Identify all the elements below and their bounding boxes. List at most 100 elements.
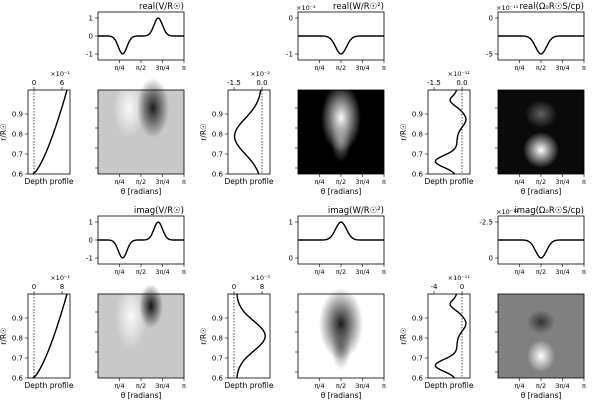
line-plot-series [98, 17, 184, 55]
depth-profile-multiplier: ×10⁻¹¹ [448, 70, 471, 78]
line-plot-title: imag(Ω₀R☉S/cp) [514, 206, 584, 216]
depth-profile-frame [427, 89, 471, 175]
depth-profile-multiplier: ×10⁻² [250, 70, 270, 78]
line-plot-title: imag(V/R☉) [134, 206, 184, 216]
depth-profile-ytick-label: 0.8 [12, 131, 23, 139]
line-plot-xtick-label: π/2 [336, 64, 346, 72]
depth-profile-ylabel: r/R☉ [0, 327, 8, 345]
heatmap-xtick-label: π/4 [514, 382, 524, 390]
line-plot: imag(Ω₀R☉S/cp)×10⁻¹¹-2.5 0 π/4 π/2 3π/4 π [479, 206, 586, 276]
heatmap-dark-blob [527, 310, 555, 334]
heatmap-dark-tail [331, 322, 351, 370]
heatmap-bright-blob [527, 340, 555, 372]
heatmap-xtick-label: π [582, 178, 586, 186]
depth-profile-ylabel: r/R☉ [399, 123, 408, 141]
line-plot-series [298, 221, 384, 241]
heatmap-xtick-label: π [182, 178, 186, 186]
line-plot: real(V/R☉) 1 0 -1 π/4 π/2 3π/4 π [86, 2, 186, 72]
line-plot-xtick-label: 3π/4 [555, 268, 569, 276]
depth-profile: ×10⁻¹¹ -1.5 0.0 0.6 0.7 0.8 0.9 r/R☉ Depth profi… [399, 70, 474, 186]
depth-profile-xtick-label: 0.0 [456, 79, 467, 87]
heatmap-xtick-label: 3π/4 [155, 178, 169, 186]
panel-group-1: real(V/R☉) 1 0 -1 π/4 π/2 3π/4 π ×10⁻¹ 0 6 0.6 0.7 0.… [0, 2, 186, 196]
depth-profile-ytick-label: 0.9 [212, 315, 223, 323]
depth-profile-ytick-label: 0.8 [412, 335, 423, 343]
heatmap-xtick-label: π/4 [314, 382, 324, 390]
line-plot-ytick-label: 1 [289, 219, 293, 227]
heatmap-xtick-label: π/2 [136, 178, 146, 186]
heatmap: π/4 π/2 3π/4 π θ [radians] [95, 78, 186, 196]
line-plot: real(Ω₀R☉S/cp)×10⁻¹¹0 -5 π/4 π/2 3π/4 π [486, 2, 586, 72]
heatmap-dim-blob [525, 100, 557, 128]
heatmap-light-lobe [115, 282, 147, 350]
depth-profile-ytick-label: 0.8 [12, 335, 23, 343]
heatmap-xtick-label: 3π/4 [155, 382, 169, 390]
depth-profile-frame [227, 89, 271, 175]
depth-profile-xlabel: Depth profile [425, 177, 474, 186]
heatmap-xtick-label: 3π/4 [555, 382, 569, 390]
depth-profile-xtick-label: 0 [460, 283, 464, 291]
heatmap-xtick-label: π/2 [536, 178, 546, 186]
line-plot-xtick-label: 3π/4 [355, 268, 369, 276]
line-plot-ytick-label: 0 [489, 15, 493, 23]
line-plot-xtick-label: π/2 [136, 268, 146, 276]
line-plot: imag(W/R☉²) 1 0 π/4 π/2 3π/4 π [289, 206, 387, 276]
line-plot-series [498, 35, 584, 55]
line-plot-xtick-label: π/4 [114, 268, 124, 276]
heatmap-xlabel: θ [radians] [121, 391, 162, 400]
panel-group-5: imag(W/R☉²) 1 0 π/4 π/2 3π/4 π ×10⁻³ 0 8 0.6 0.7 0.8… [199, 206, 386, 400]
depth-profile-xlabel: Depth profile [25, 177, 74, 186]
line-plot-series [298, 35, 384, 55]
depth-profile-xlabel: Depth profile [225, 381, 274, 390]
heatmap-xtick-label: π/2 [536, 382, 546, 390]
depth-profile-xtick-label: 0 [32, 79, 36, 87]
depth-profile-xlabel: Depth profile [225, 177, 274, 186]
depth-profile-multiplier: ×10⁻¹ [50, 70, 70, 78]
heatmap-xtick-label: π/4 [114, 178, 124, 186]
line-plot-xtick-label: π/2 [336, 268, 346, 276]
depth-profile-ytick-label: 0.7 [12, 151, 23, 159]
line-plot-xtick-label: π [582, 268, 586, 276]
depth-profile-frame [427, 293, 471, 379]
line-plot-ytick-label: -5 [486, 51, 493, 59]
line-plot-xtick-label: π/2 [136, 64, 146, 72]
line-plot-ytick-label: 0 [289, 255, 293, 263]
heatmap-xtick-label: π [382, 178, 386, 186]
line-plot-ytick-label: -1 [286, 51, 293, 59]
depth-profile: ×10⁻¹¹ -4 0 0.6 0.7 0.8 0.9 r/R☉ Depth profile [399, 274, 474, 390]
depth-profile-xtick-label: -1.5 [227, 79, 241, 87]
line-plot-xtick-label: π/2 [536, 64, 546, 72]
depth-profile-frame [227, 293, 271, 379]
line-plot: real(W/R☉²) ×10⁻²0 -1 π/4 π/2 3π/4 π [286, 2, 386, 72]
line-plot-ytick-label: 1 [89, 15, 93, 23]
line-plot-xtick-label: π [182, 268, 186, 276]
heatmap: π/4 π/2 3π/4 π θ [radians] [295, 84, 386, 196]
line-plot-xtick-label: 3π/4 [555, 64, 569, 72]
panel-group-6: imag(Ω₀R☉S/cp)×10⁻¹¹-2.50π/4 π/2 3π/4 π×10⁻… [399, 206, 586, 400]
line-plot-series [98, 221, 184, 259]
heatmap-xlabel: θ [radians] [121, 187, 162, 196]
heatmap: π/4 π/2 3π/4 π θ [radians] [495, 89, 586, 196]
depth-profile: ×10⁻³ 0 8 0.6 0.7 0.8 0.9 r/R☉ Depth profile [199, 274, 274, 390]
depth-profile-ytick-label: 0.9 [12, 315, 23, 323]
depth-profile-series [32, 293, 68, 379]
depth-profile-ytick-label: 0.9 [412, 315, 423, 323]
line-plot-title: imag(W/R☉²) [328, 206, 384, 216]
heatmap-xtick-label: π [382, 382, 386, 390]
heatmap-xtick-label: π/2 [136, 382, 146, 390]
line-plot-xtick-label: 3π/4 [155, 268, 169, 276]
depth-profile-xtick-label: 8 [60, 283, 64, 291]
heatmap-dark-lobe [137, 78, 169, 138]
line-plot-ytick-label: 0 [89, 33, 93, 41]
heatmap-xtick-label: π/2 [336, 382, 346, 390]
line-plot-title: real(W/R☉²) [333, 2, 384, 12]
heatmap-xtick-label: 3π/4 [555, 178, 569, 186]
heatmap-xtick-label: 3π/4 [355, 178, 369, 186]
line-plot-title: real(Ω₀R☉S/cp) [520, 2, 585, 12]
line-plot-ytick-label: -2.5 [479, 219, 493, 227]
line-plot-ytick-label: 0 [289, 15, 293, 23]
line-plot-multiplier: ×10⁻¹¹ [496, 4, 519, 12]
depth-profile-xlabel: Depth profile [25, 381, 74, 390]
heatmap-xtick-label: π/4 [314, 178, 324, 186]
heatmap-xtick-label: π/4 [514, 178, 524, 186]
